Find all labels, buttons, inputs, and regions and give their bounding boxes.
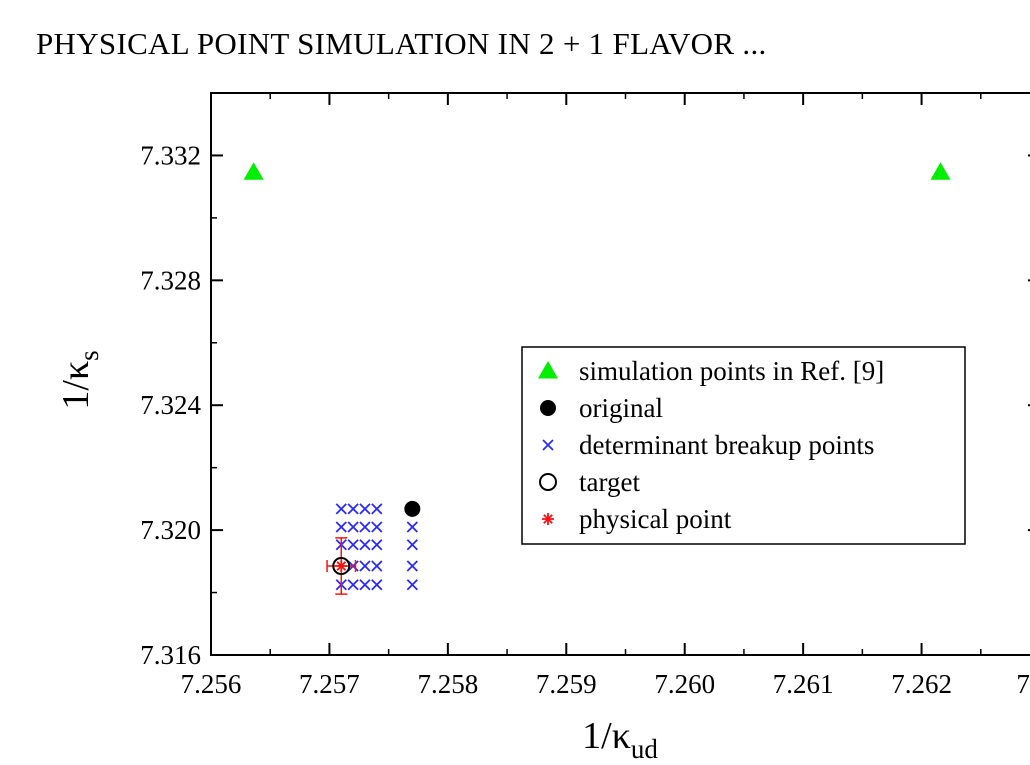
x-point xyxy=(359,539,371,551)
x-point xyxy=(359,521,371,533)
legend-label: simulation points in Ref. [9] xyxy=(579,356,884,386)
legend-open-circle-icon xyxy=(539,473,557,491)
x-point xyxy=(406,539,418,551)
y-tick-label: 7.328 xyxy=(140,265,201,295)
x-point xyxy=(347,521,359,533)
x-point xyxy=(335,503,347,515)
x-point xyxy=(371,579,383,591)
y-axis-title: 1/κs xyxy=(55,350,104,409)
legend-box xyxy=(521,346,966,545)
x-point xyxy=(371,560,383,572)
x-tick-label: 7.258 xyxy=(417,669,478,699)
open-circle-point xyxy=(332,557,351,576)
x-point xyxy=(406,579,418,591)
x-tick-label: 7.259 xyxy=(536,669,597,699)
x-point xyxy=(406,521,418,533)
x-point xyxy=(347,579,359,591)
legend-label: target xyxy=(579,467,640,497)
x-point xyxy=(335,521,347,533)
legend-asterisk-icon xyxy=(542,513,554,525)
triangle-point xyxy=(930,162,951,180)
x-point xyxy=(359,503,371,515)
filled-circle-point xyxy=(404,500,421,517)
marks-layer xyxy=(243,162,951,595)
legend-x-icon xyxy=(542,439,554,451)
y-tick-label: 7.320 xyxy=(140,515,201,545)
legend: simulation points in Ref. [9] original det… xyxy=(521,346,966,545)
x-point xyxy=(406,560,418,572)
x-point xyxy=(359,560,371,572)
x-point xyxy=(347,503,359,515)
x-tick-label: 7.260 xyxy=(654,669,715,699)
y-tick-label: 7.316 xyxy=(140,640,201,670)
legend-label: determinant breakup points xyxy=(579,430,874,460)
page-header: PHYSICAL POINT SIMULATION IN 2 + 1 FLAVO… xyxy=(36,26,767,61)
x-tick-label: 7.256 xyxy=(181,669,242,699)
triangle-point xyxy=(243,162,264,180)
legend-label: physical point xyxy=(579,504,732,534)
x-point xyxy=(347,539,359,551)
y-tick-label: 7.324 xyxy=(140,390,201,420)
x-tick-label: 7.26 xyxy=(1016,669,1030,699)
legend-filled-circle-icon xyxy=(540,400,556,416)
axes-layer: 7.256 7.257 7.258 7.259 7.260 7.261 7.262 7.26 7… xyxy=(55,92,1030,764)
x-tick-label: 7.262 xyxy=(891,669,952,699)
x-tick-label: 7.261 xyxy=(773,669,834,699)
asterisk-point xyxy=(335,560,348,573)
x-point xyxy=(371,521,383,533)
x-point xyxy=(359,579,371,591)
x-point xyxy=(371,539,383,551)
legend-label: original xyxy=(579,393,663,423)
x-axis-title: 1/κud xyxy=(582,715,658,764)
x-point xyxy=(371,503,383,515)
x-tick-label: 7.257 xyxy=(299,669,360,699)
legend-triangle-icon xyxy=(538,361,558,379)
y-tick-label: 7.332 xyxy=(140,140,201,170)
